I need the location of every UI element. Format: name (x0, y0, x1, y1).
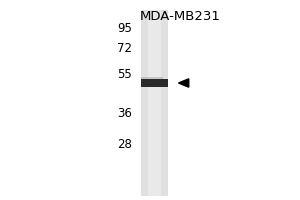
Bar (141, 10, 168, 196)
Text: 72: 72 (117, 42, 132, 54)
Bar (141, 77, 163, 79)
Text: 95: 95 (117, 21, 132, 34)
Polygon shape (178, 79, 189, 87)
Text: 28: 28 (117, 138, 132, 150)
Text: 55: 55 (117, 68, 132, 80)
Text: MDA-MB231: MDA-MB231 (140, 10, 220, 23)
Bar (141, 79, 168, 87)
Text: 36: 36 (117, 107, 132, 120)
Bar (148, 10, 161, 196)
